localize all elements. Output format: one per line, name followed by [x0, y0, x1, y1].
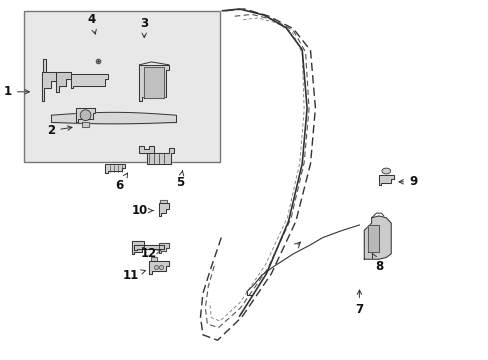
- Text: 7: 7: [355, 290, 363, 316]
- Polygon shape: [139, 65, 168, 101]
- Polygon shape: [159, 203, 168, 216]
- Polygon shape: [82, 122, 89, 127]
- Polygon shape: [134, 245, 163, 250]
- Text: 6: 6: [116, 173, 127, 192]
- Text: 10: 10: [131, 204, 153, 217]
- Ellipse shape: [381, 168, 390, 174]
- Polygon shape: [56, 72, 71, 92]
- Polygon shape: [149, 261, 168, 274]
- Text: 4: 4: [87, 13, 96, 34]
- Text: 1: 1: [4, 85, 29, 98]
- Text: 3: 3: [140, 17, 148, 37]
- Polygon shape: [159, 243, 168, 253]
- Polygon shape: [41, 72, 56, 101]
- Text: 2: 2: [47, 124, 72, 137]
- Bar: [24, 11, 220, 162]
- Polygon shape: [139, 146, 173, 164]
- Polygon shape: [43, 59, 46, 72]
- Polygon shape: [71, 74, 107, 88]
- Polygon shape: [367, 225, 378, 252]
- Polygon shape: [150, 257, 157, 261]
- Polygon shape: [105, 164, 124, 173]
- Polygon shape: [76, 108, 95, 122]
- Polygon shape: [160, 200, 167, 203]
- Text: 11: 11: [122, 269, 145, 282]
- Polygon shape: [132, 241, 144, 254]
- Text: 9: 9: [398, 175, 416, 188]
- Polygon shape: [378, 175, 393, 185]
- Ellipse shape: [80, 110, 91, 121]
- Polygon shape: [144, 67, 163, 98]
- Text: 8: 8: [372, 254, 382, 273]
- Text: 12: 12: [141, 247, 160, 260]
- Text: 5: 5: [176, 171, 183, 189]
- Polygon shape: [364, 216, 390, 259]
